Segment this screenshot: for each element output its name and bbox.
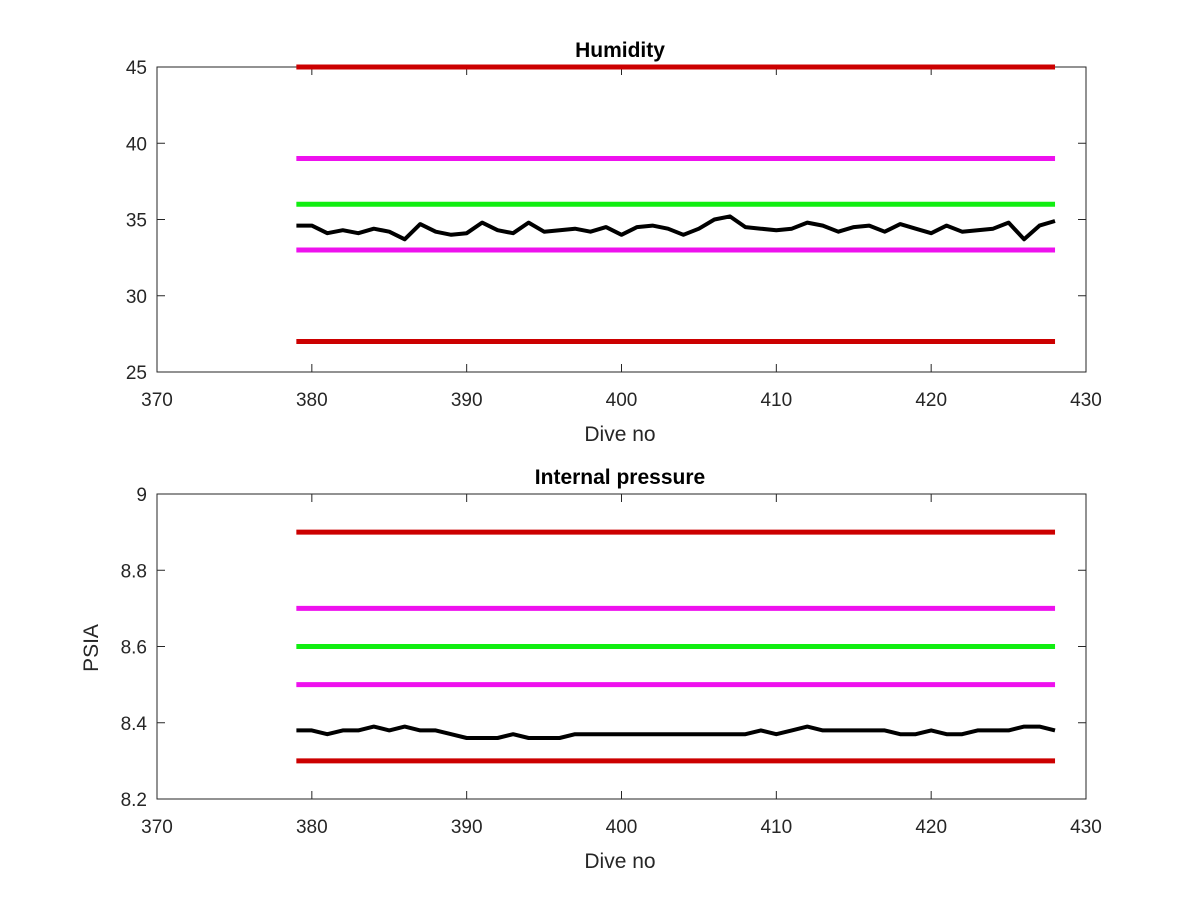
humidity-chart-title: Humidity [575,39,665,62]
internal-pressure-y-axis-label: PSIA [80,624,103,672]
internal-pressure-x-tick-label: 400 [606,817,638,838]
internal-pressure-y-tick-label: 8.8 [121,561,147,582]
humidity-plot-area: 370 380 390 400 410 420 430 25 30 35 40 45 [126,58,1102,411]
humidity-x-tick-label: 400 [606,390,638,411]
internal-pressure-x-axis-label: Dive no [584,850,655,873]
humidity-x-tick-label: 410 [760,390,792,411]
humidity-x-tick-label: 430 [1070,390,1102,411]
internal-pressure-plot-area: 370 380 390 400 410 420 430 8.2 8.4 8.6 8.8 9 [121,485,1102,838]
internal-pressure-x-tick-label: 410 [760,817,792,838]
internal-pressure-y-tick-label: 8.6 [121,638,147,659]
humidity-series-line [296,214,1056,242]
humidity-y-tick-label: 30 [126,287,147,308]
humidity-x-tick-label: 370 [141,390,173,411]
internal-pressure-y-tick-label: 8.2 [121,790,147,811]
humidity-x-tick-label: 390 [451,390,483,411]
internal-pressure-y-tick-label: 9 [136,485,147,506]
internal-pressure-x-tick-label: 380 [296,817,328,838]
humidity-y-tick-label: 40 [126,134,147,155]
humidity-y-tick-label: 45 [126,58,147,79]
internal-pressure-series-line [296,724,1056,740]
internal-pressure-chart: Internal pressure 370 380 390 400 410 420 430 8… [80,466,1102,873]
humidity-chart: Humidity 370 380 390 400 410 420 430 25 30 35 40 45… [126,39,1102,446]
humidity-y-tick-label: 25 [126,363,147,384]
humidity-x-axis-label: Dive no [584,423,655,446]
humidity-x-tick-label: 420 [915,390,947,411]
humidity-y-tick-label: 35 [126,211,147,232]
internal-pressure-x-tick-label: 430 [1070,817,1102,838]
internal-pressure-x-tick-label: 390 [451,817,483,838]
internal-pressure-x-tick-label: 420 [915,817,947,838]
humidity-x-tick-label: 380 [296,390,328,411]
internal-pressure-x-tick-label: 370 [141,817,173,838]
internal-pressure-y-tick-label: 8.4 [121,714,148,735]
humidity-axes-frame [156,66,1087,373]
internal-pressure-chart-title: Internal pressure [535,466,705,489]
